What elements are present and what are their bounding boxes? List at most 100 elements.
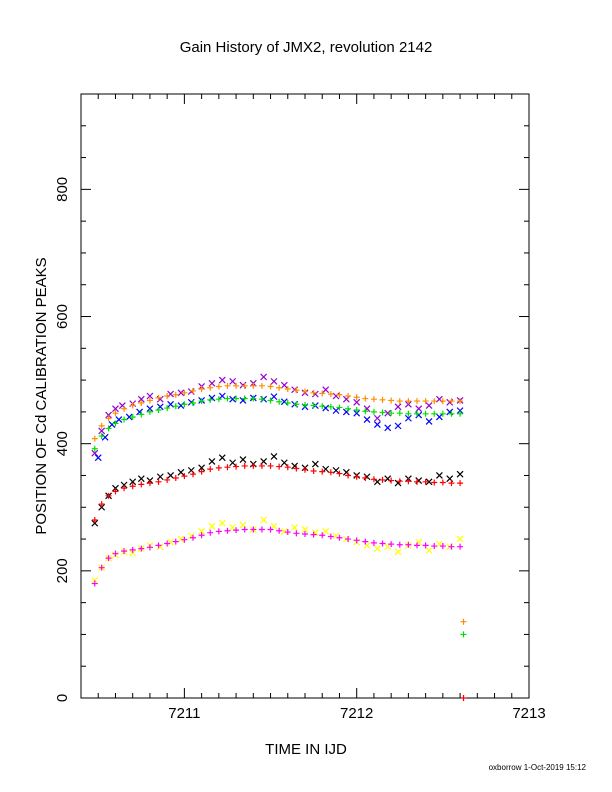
data-point (258, 396, 265, 403)
data-point (121, 548, 128, 555)
data-point (198, 398, 205, 405)
data-point (388, 541, 395, 548)
data-point (345, 536, 352, 543)
y-tick-label: 0 (54, 694, 71, 702)
data-point (284, 529, 291, 536)
chart-title: Gain History of JMX2, revolution 2142 (180, 39, 433, 56)
data-point (396, 410, 403, 417)
data-point (414, 478, 420, 485)
y-tick-label: 400 (54, 431, 71, 456)
data-point (379, 396, 386, 403)
data-point (457, 410, 464, 417)
data-point (280, 398, 288, 406)
data-point (98, 433, 105, 440)
data-point (258, 526, 265, 533)
data-point (302, 388, 308, 395)
data-point (379, 409, 386, 416)
data-point (327, 469, 334, 476)
data-point (98, 564, 105, 571)
data-point (129, 549, 137, 557)
data-point (457, 543, 464, 550)
data-point (388, 397, 395, 404)
data-point (177, 402, 185, 409)
data-point (120, 481, 128, 489)
data-point (91, 445, 98, 452)
data-point (224, 395, 231, 402)
data-point (172, 403, 179, 410)
data-point (207, 396, 214, 403)
data-point (91, 580, 98, 587)
data-point (233, 382, 240, 389)
data-point (439, 479, 446, 486)
data-point (310, 468, 317, 475)
data-point (267, 397, 274, 404)
data-point (177, 468, 185, 476)
data-point (94, 454, 102, 462)
data-point (388, 410, 395, 417)
data-point (310, 531, 317, 538)
data-point (310, 402, 317, 409)
data-point (250, 382, 257, 389)
data-point (101, 433, 109, 441)
data-point (345, 393, 352, 399)
data-point (224, 382, 231, 389)
data-point (284, 399, 291, 406)
data-point (98, 501, 105, 508)
data-point (121, 416, 128, 423)
data-point (353, 537, 360, 544)
data-point (435, 413, 443, 421)
data-point (91, 435, 98, 442)
series-3 (91, 395, 467, 638)
data-point (414, 398, 420, 405)
axis-ticks (81, 94, 529, 698)
data-point (425, 402, 433, 409)
data-point (241, 382, 248, 389)
data-point (146, 405, 154, 413)
data-point (112, 488, 119, 495)
y-tick-label: 800 (54, 177, 71, 202)
data-point (270, 452, 278, 460)
data-point (181, 536, 188, 543)
data-point (129, 546, 136, 553)
data-point (384, 424, 392, 432)
data-point (319, 468, 326, 475)
data-point (439, 543, 446, 550)
data-point (422, 398, 429, 405)
data-point (241, 526, 248, 533)
data-point (370, 539, 377, 546)
data-point (425, 547, 433, 554)
y-tick-label: 200 (54, 558, 71, 583)
data-point (138, 481, 145, 488)
data-point (218, 454, 226, 462)
data-point (208, 522, 216, 530)
data-point (98, 503, 106, 511)
data-point (241, 462, 248, 469)
data-point (448, 480, 455, 487)
data-point (229, 377, 237, 385)
data-point (218, 519, 226, 527)
data-point (448, 398, 455, 405)
data-point (362, 475, 369, 482)
data-point (319, 390, 326, 397)
y-tick-label: 600 (54, 304, 71, 329)
data-point (456, 470, 464, 478)
data-point (155, 394, 162, 401)
data-point (332, 466, 340, 474)
data-point (91, 519, 99, 527)
data-point (108, 421, 116, 429)
data-point (431, 479, 438, 486)
data-point (336, 391, 343, 398)
data-point (181, 401, 188, 408)
series-2 (91, 382, 467, 625)
data-point (207, 466, 214, 473)
x-axis-label: TIME IN IJD (265, 741, 347, 758)
data-point (332, 392, 340, 400)
data-point (215, 464, 222, 471)
data-point (177, 389, 185, 397)
data-point (370, 396, 377, 403)
data-point (311, 460, 319, 468)
data-point (190, 471, 196, 478)
data-point (284, 464, 291, 471)
data-point (370, 476, 377, 483)
